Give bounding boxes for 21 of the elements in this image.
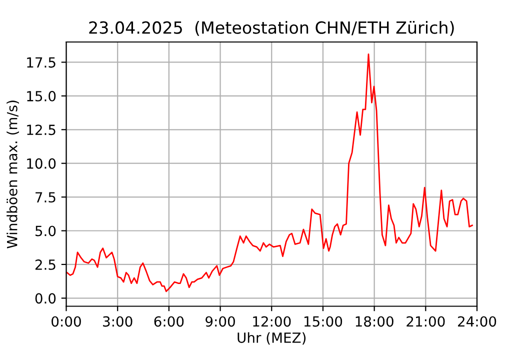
- chart-title: 23.04.2025 (Meteostation CHN/ETH Zürich): [89, 21, 454, 36]
- x-tick-label: 0:00: [52, 316, 81, 327]
- line-series: [66, 53, 473, 292]
- x-tick-label: 6:00: [154, 316, 184, 327]
- y-axis-title: Windböen max. (m/s): [6, 100, 19, 248]
- y-tick-label: 15.0: [27, 90, 56, 102]
- x-tick-label: 24:00: [458, 316, 496, 327]
- y-tick-label: 5.0: [36, 226, 56, 236]
- x-tick-label: 9:00: [206, 316, 235, 327]
- y-tick-label: 12.5: [27, 124, 56, 136]
- x-axis-title: Uhr (MEZ): [238, 332, 306, 345]
- y-tick-label: 0.0: [35, 293, 56, 304]
- x-tick-label: 12:00: [253, 316, 291, 327]
- x-tick-label: 18:00: [356, 316, 394, 327]
- x-tick-label: 15:00: [304, 316, 342, 327]
- y-tick-label: 10.0: [27, 158, 56, 169]
- y-tick-label: 2.5: [35, 259, 56, 270]
- x-tick-label: 21:00: [406, 316, 445, 327]
- y-tick-label: 17.5: [27, 57, 56, 68]
- y-tick-label: 7.5: [36, 192, 56, 203]
- x-tick-label: 3:00: [103, 316, 132, 327]
